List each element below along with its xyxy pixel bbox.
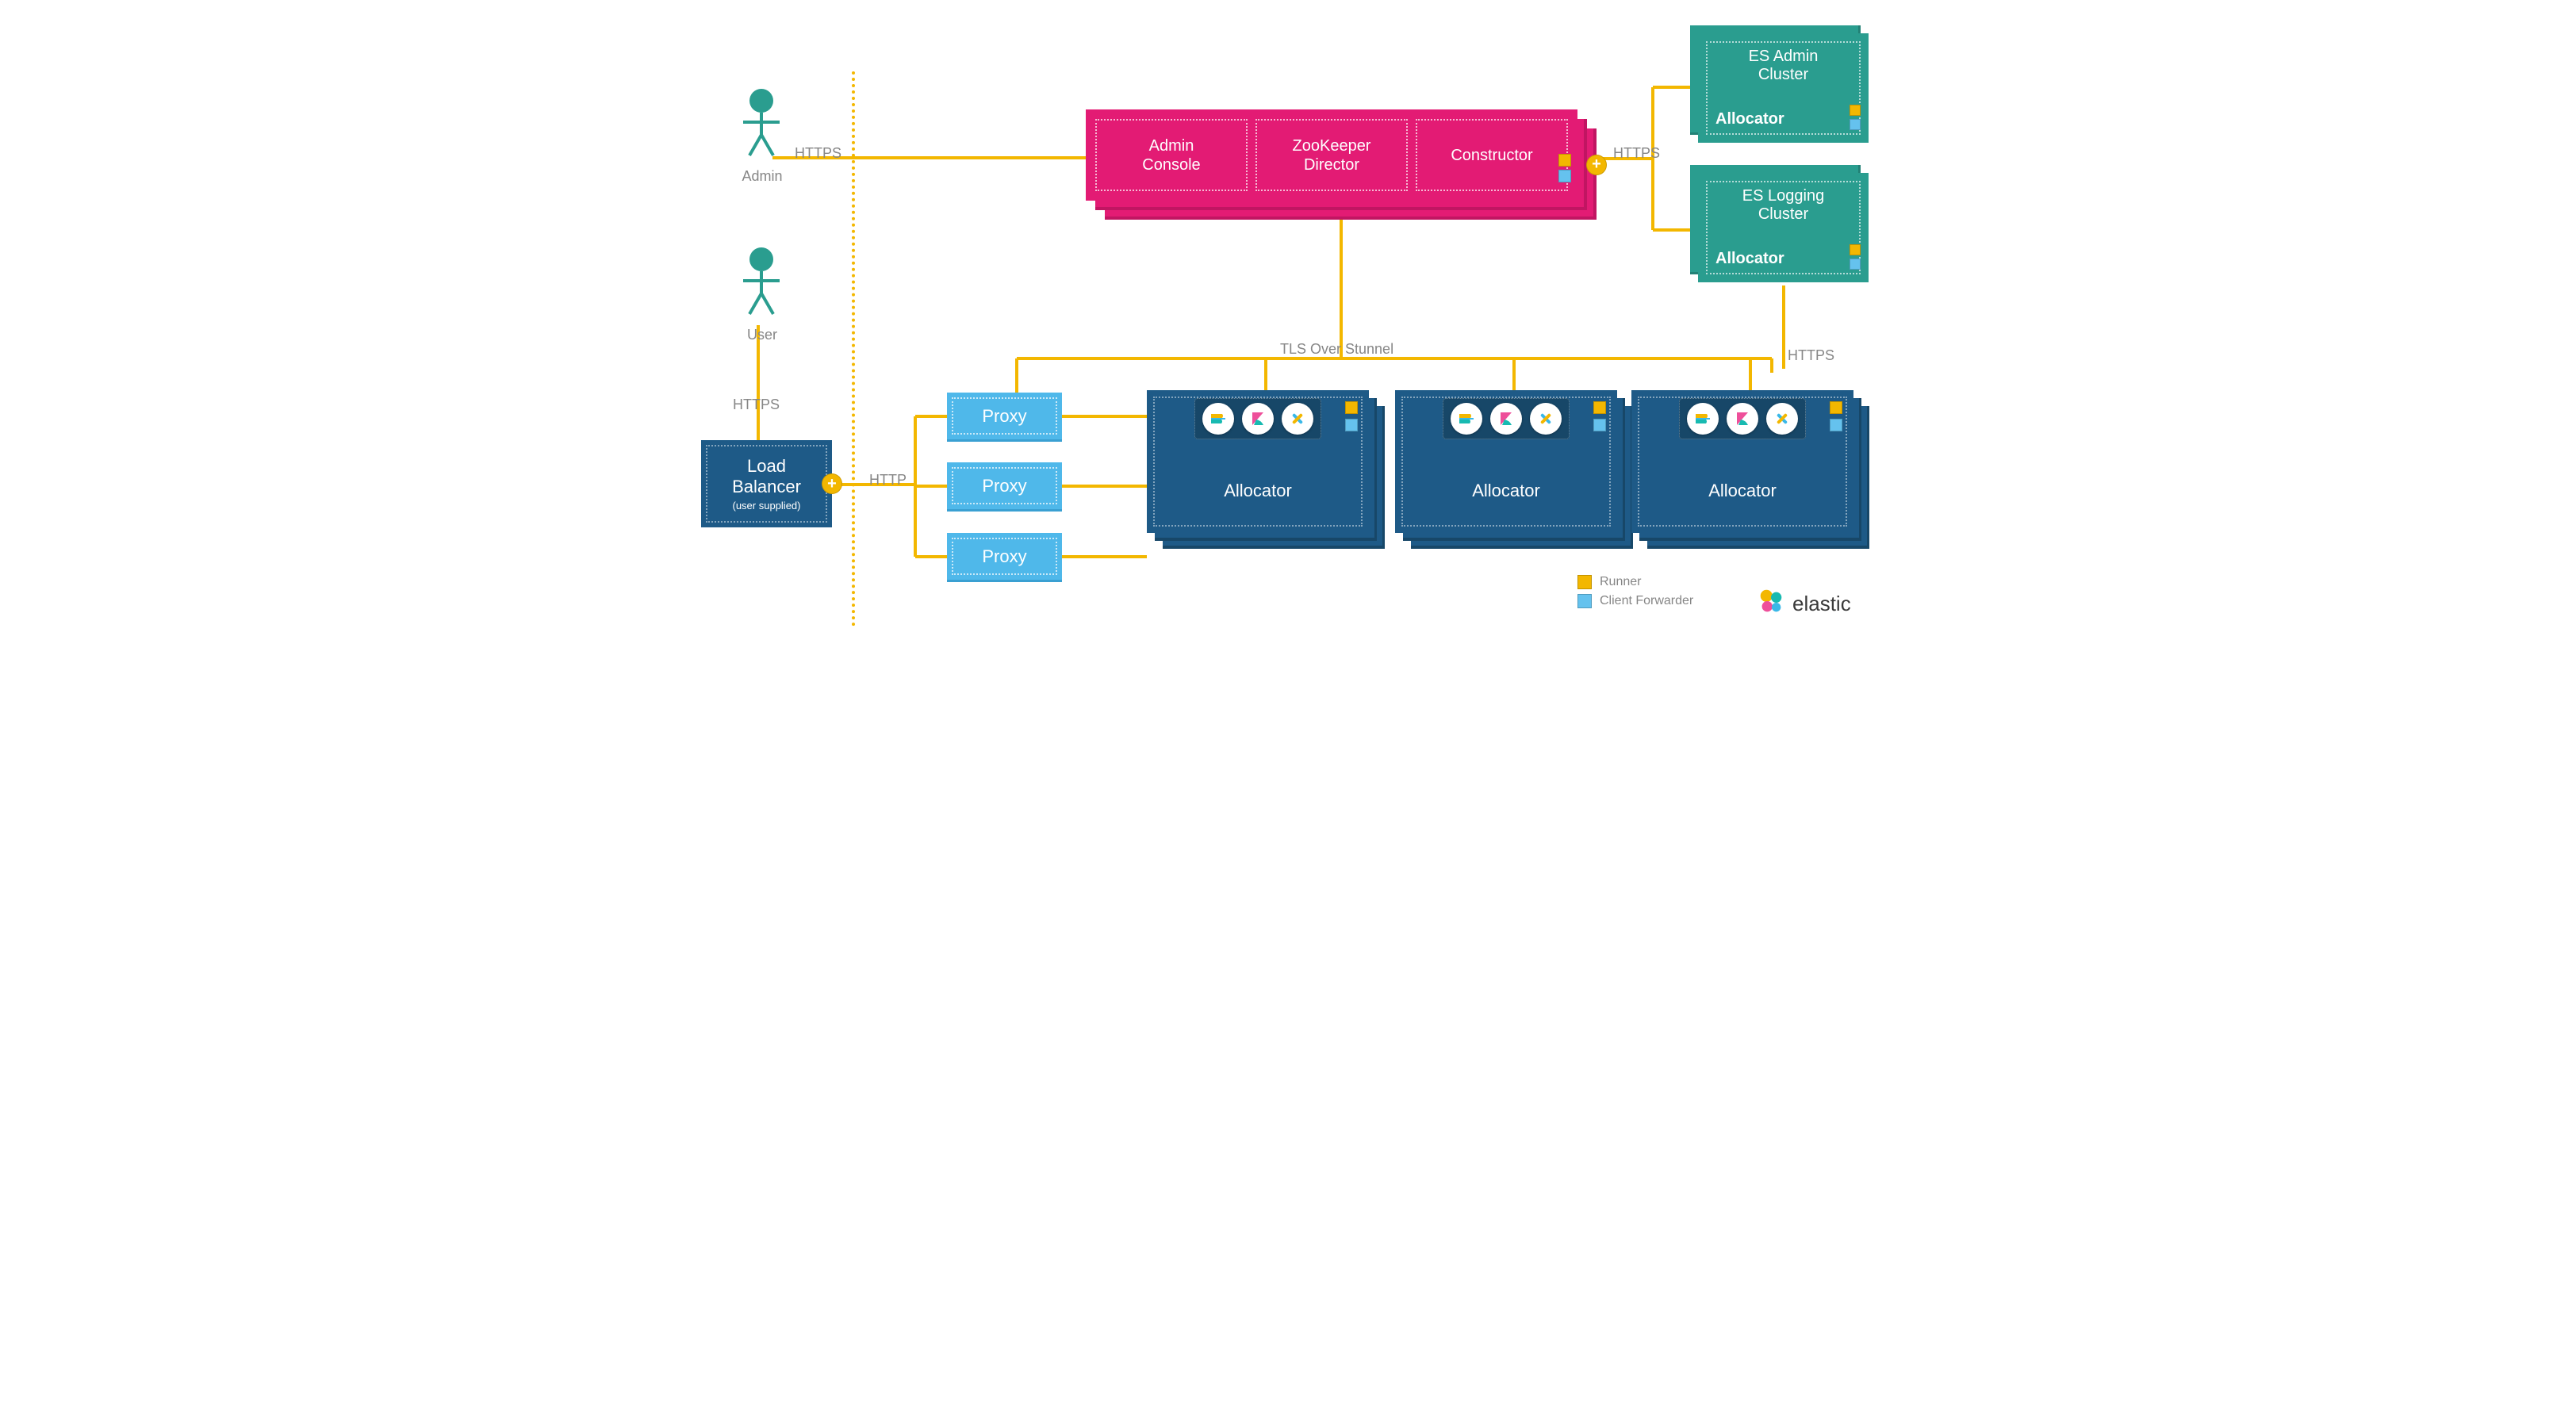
kibana-icon <box>1490 403 1522 435</box>
plus-icon: + <box>822 473 842 494</box>
admin-console-panel-label: Admin Console <box>1142 136 1200 174</box>
proxy-label: Proxy <box>982 546 1026 567</box>
allocator-label: Allocator <box>1147 481 1369 501</box>
runner-marker <box>1558 154 1571 167</box>
product-icon-bar <box>1194 398 1321 439</box>
elasticsearch-icon <box>1687 403 1719 435</box>
proxy-label: Proxy <box>982 406 1026 427</box>
admin-console-panel: Admin Console <box>1095 119 1248 191</box>
product-icon-bar <box>1679 398 1806 439</box>
zookeeper-director-panel-label: ZooKeeper Director <box>1293 136 1371 174</box>
proxy-node: Proxy <box>947 533 1062 582</box>
legend-client-forwarder-label: Client Forwarder <box>1600 594 1693 608</box>
control-plane-node: Admin Console ZooKeeper Director Construct… <box>1086 109 1577 201</box>
allocator-label: Allocator <box>1395 481 1617 501</box>
kibana-icon <box>1727 403 1758 435</box>
connector-label: TLS Over Stunnel <box>1280 341 1393 358</box>
plus-icon: + <box>1586 155 1607 175</box>
xpack-icon <box>1282 403 1313 435</box>
connector-label: HTTPS <box>795 145 841 162</box>
legend-runner-label: Runner <box>1600 575 1641 589</box>
xpack-icon <box>1766 403 1798 435</box>
side-cluster-allocator-label: Allocator <box>1715 250 1851 268</box>
constructor-panel: Constructor <box>1416 119 1568 191</box>
proxy-label: Proxy <box>982 476 1026 496</box>
elasticsearch-icon <box>1202 403 1234 435</box>
connector-label: HTTPS <box>1788 347 1834 364</box>
load-balancer-subtitle: (user supplied) <box>733 500 801 512</box>
allocator-label: Allocator <box>1631 481 1853 501</box>
client-forwarder-marker <box>1558 170 1571 182</box>
load-balancer-title: Load Balancer <box>732 456 801 496</box>
connector-label: HTTPS <box>1613 145 1660 162</box>
elastic-logo: elastic <box>1756 587 1851 621</box>
admin-actor-label: Admin <box>726 168 798 185</box>
allocator-node: Allocator <box>1147 390 1369 533</box>
legend: Runner Client Forwarder <box>1577 575 1693 608</box>
product-icon-bar <box>1443 398 1570 439</box>
side-cluster-title: ES Logging Cluster <box>1715 187 1851 224</box>
allocator-node: Allocator <box>1395 390 1617 533</box>
side-cluster-node: ES Logging Cluster Allocator <box>1698 173 1869 282</box>
load-balancer-node: Load Balancer (user supplied) <box>701 440 832 527</box>
xpack-icon <box>1530 403 1562 435</box>
elastic-wordmark: elastic <box>1792 592 1851 616</box>
zookeeper-director-panel: ZooKeeper Director <box>1255 119 1408 191</box>
side-cluster-node: ES Admin Cluster Allocator <box>1698 33 1869 143</box>
allocator-node: Allocator <box>1631 390 1853 533</box>
elasticsearch-icon <box>1451 403 1482 435</box>
user-actor-label: User <box>726 327 798 343</box>
kibana-icon <box>1242 403 1274 435</box>
constructor-panel-label: Constructor <box>1451 146 1532 165</box>
proxy-node: Proxy <box>947 462 1062 512</box>
connector-label: HTTP <box>869 472 907 489</box>
connector-label: HTTPS <box>733 397 780 413</box>
side-cluster-title: ES Admin Cluster <box>1715 48 1851 84</box>
side-cluster-allocator-label: Allocator <box>1715 110 1851 128</box>
proxy-node: Proxy <box>947 393 1062 442</box>
